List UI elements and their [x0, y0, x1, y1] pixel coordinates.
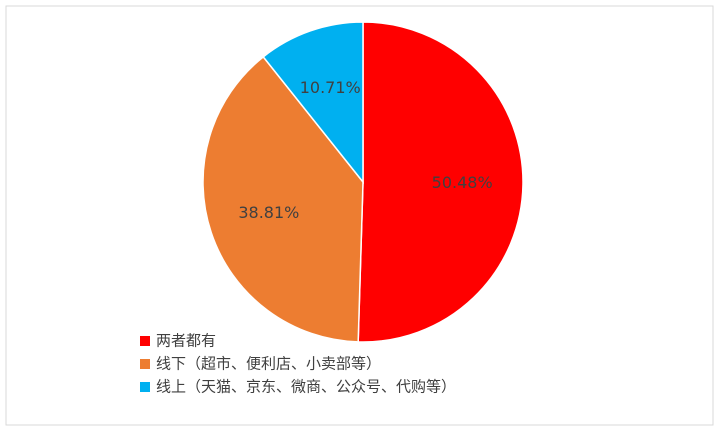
legend-swatch	[140, 382, 150, 392]
legend-label: 线下（超市、便利店、小卖部等）	[156, 355, 381, 373]
data-label: 10.71%	[300, 78, 361, 97]
pie-slice	[357, 21, 524, 343]
data-label: 38.81%	[238, 203, 299, 222]
legend-label: 两者都有	[156, 332, 216, 350]
legend-swatch	[140, 359, 150, 369]
pie-slice	[202, 55, 364, 343]
legend-swatch	[140, 336, 150, 346]
legend-label: 线上（天猫、京东、微商、公众号、代购等）	[156, 378, 456, 396]
pie-slice	[262, 21, 364, 185]
data-label: 50.48%	[432, 173, 493, 192]
